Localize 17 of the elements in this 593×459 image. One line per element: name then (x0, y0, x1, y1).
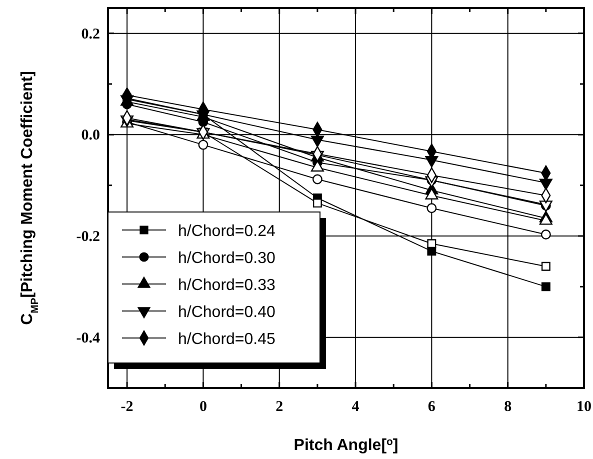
y-tick-label: -0.2 (76, 229, 100, 245)
legend-label: h/Chord=0.45 (178, 331, 276, 348)
legend-label: h/Chord=0.33 (178, 277, 276, 294)
legend-label: h/Chord=0.40 (178, 304, 276, 321)
x-tick-label: -2 (120, 399, 134, 415)
x-tick-label: 4 (352, 399, 360, 415)
legend-label: h/Chord=0.30 (178, 250, 276, 267)
y-tick-label: 0.2 (81, 26, 100, 42)
y-tick-label: 0.0 (81, 128, 100, 144)
x-axis-title: Pitch Angle[$^{o}$] (294, 436, 398, 454)
x-tick-label: 8 (504, 399, 512, 415)
x-tick-label: 2 (276, 399, 284, 415)
x-tick-label: 0 (199, 399, 207, 415)
x-tick-label: 10 (576, 399, 592, 415)
y-tick-label: -0.4 (76, 330, 100, 346)
x-tick-label: 6 (428, 399, 436, 415)
legend-label: h/Chord=0.24 (178, 223, 276, 240)
